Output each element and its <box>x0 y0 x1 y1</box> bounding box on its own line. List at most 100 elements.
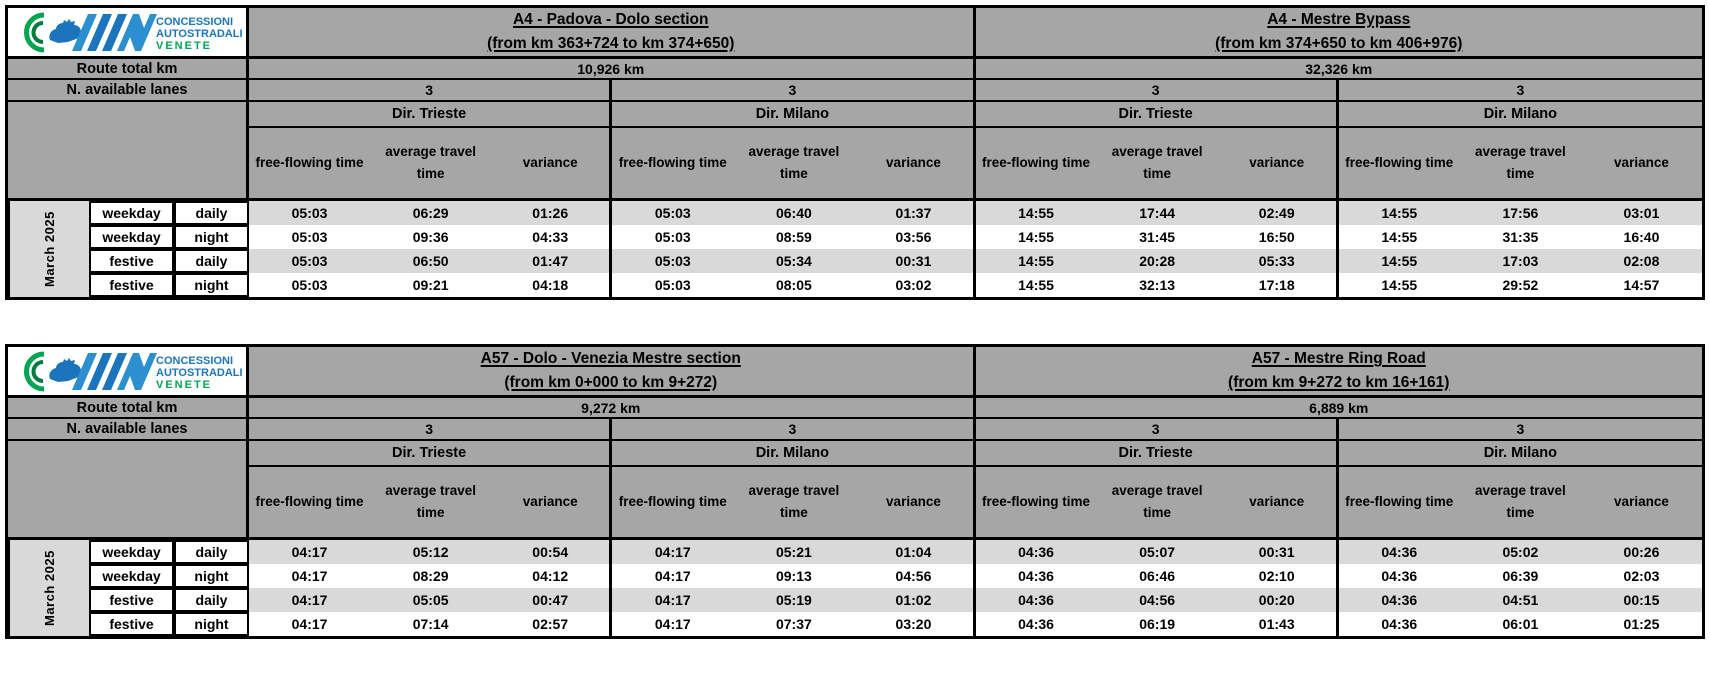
travel-time-value: 02:03 <box>1580 564 1702 588</box>
section-subtitle-text: (from km 9+272 to km 16+161) <box>1228 373 1450 391</box>
direction-header-milano: Dir. Milano <box>1338 102 1702 128</box>
travel-time-value: 04:17 <box>249 588 371 612</box>
period-label: daily <box>174 249 249 273</box>
section-title-a4-mestre-bypass: A4 - Mestre Bypass (from km 374+650 to k… <box>975 8 1702 59</box>
travel-time-value: 06:46 <box>1096 564 1218 588</box>
day-type-label: weekday <box>89 540 174 564</box>
travel-time-value: 05:03 <box>249 225 371 249</box>
travel-time-value: 05:33 <box>1217 249 1339 273</box>
section-subtitle-text: (from km 374+650 to km 406+976) <box>1215 34 1463 52</box>
logo-arc-outer <box>24 351 45 391</box>
route-total-km-value: 9,272 km <box>249 398 976 419</box>
travel-time-value: 01:02 <box>854 588 976 612</box>
travel-time-value: 03:01 <box>1580 201 1702 225</box>
logo-stripe-1 <box>72 13 97 51</box>
col-header-average-travel: average travel time <box>370 128 492 201</box>
lanes-value: 3 <box>1338 80 1702 102</box>
travel-time-value: 06:19 <box>1096 612 1218 636</box>
travel-time-value: 16:50 <box>1217 225 1339 249</box>
travel-time-value: 04:17 <box>249 540 371 564</box>
logo-stripe-1 <box>72 352 97 390</box>
travel-time-value: 17:18 <box>1217 273 1339 297</box>
travel-time-value: 05:03 <box>612 249 734 273</box>
empty-corner-cell <box>8 441 249 540</box>
travel-time-value: 04:36 <box>975 612 1097 636</box>
travel-time-value: 01:26 <box>491 201 613 225</box>
travel-time-value: 01:25 <box>1580 612 1702 636</box>
day-type-label: festive <box>89 588 174 612</box>
direction-header-trieste: Dir. Trieste <box>249 102 613 128</box>
page: CONCESSIONI AUTOSTRADALI VENETE A4 - Pad… <box>5 5 1705 639</box>
travel-time-value: 07:37 <box>733 612 855 636</box>
month-label: March 2025 <box>8 540 89 636</box>
travel-time-value: 02:10 <box>1217 564 1339 588</box>
travel-time-value: 08:05 <box>733 273 855 297</box>
logo-text-line3: VENETE <box>156 379 212 391</box>
period-label: daily <box>174 588 249 612</box>
logo-stripe-4 <box>117 352 157 390</box>
section-title-text: A4 - Padova - Dolo section <box>512 11 709 29</box>
col-header-variance: variance <box>491 128 613 201</box>
travel-time-value: 04:17 <box>612 612 734 636</box>
travel-time-value: 07:14 <box>370 612 492 636</box>
travel-time-value: 04:36 <box>975 588 1097 612</box>
travel-time-value: 31:45 <box>1096 225 1218 249</box>
direction-header-trieste: Dir. Trieste <box>975 102 1339 128</box>
travel-time-value: 32:13 <box>1096 273 1218 297</box>
travel-time-value: 14:55 <box>1338 225 1460 249</box>
travel-time-value: 05:12 <box>370 540 492 564</box>
travel-time-value: 05:03 <box>249 273 371 297</box>
col-header-free-flowing: free-flowing time <box>1338 467 1460 540</box>
day-type-label: weekday <box>89 201 174 225</box>
col-header-variance: variance <box>1580 128 1702 201</box>
period-label: daily <box>174 540 249 564</box>
logo-arc-outer <box>24 12 45 52</box>
col-header-average-travel: average travel time <box>1096 467 1218 540</box>
travel-time-value: 14:55 <box>975 225 1097 249</box>
direction-header-trieste: Dir. Trieste <box>249 441 613 467</box>
direction-header-milano: Dir. Milano <box>612 441 976 467</box>
travel-time-value: 06:40 <box>733 201 855 225</box>
travel-time-value: 04:12 <box>491 564 613 588</box>
travel-time-value: 01:47 <box>491 249 613 273</box>
period-label: daily <box>174 201 249 225</box>
logo-arc-inner <box>31 20 44 44</box>
travel-time-value: 06:01 <box>1459 612 1581 636</box>
travel-time-value: 04:17 <box>612 564 734 588</box>
route-total-km-value: 32,326 km <box>975 59 1702 80</box>
col-header-average-travel: average travel time <box>1459 128 1581 201</box>
travel-time-value: 05:07 <box>1096 540 1218 564</box>
travel-time-value: 05:02 <box>1459 540 1581 564</box>
col-header-free-flowing: free-flowing time <box>612 467 734 540</box>
travel-time-value: 01:43 <box>1217 612 1339 636</box>
col-header-free-flowing: free-flowing time <box>612 128 734 201</box>
logo-text-line2: AUTOSTRADALI <box>156 367 243 379</box>
travel-time-value: 04:17 <box>612 540 734 564</box>
day-type-label: festive <box>89 273 174 297</box>
route-total-km-value: 6,889 km <box>975 398 1702 419</box>
travel-time-value: 00:31 <box>1217 540 1339 564</box>
travel-time-value: 06:39 <box>1459 564 1581 588</box>
travel-time-value: 04:36 <box>1338 588 1460 612</box>
travel-time-value: 04:56 <box>1096 588 1218 612</box>
logo-stripe-2 <box>87 352 112 390</box>
lion-icon <box>49 357 81 382</box>
travel-time-value: 05:03 <box>249 201 371 225</box>
travel-time-value: 09:21 <box>370 273 492 297</box>
travel-time-value: 03:20 <box>854 612 976 636</box>
logo-text-line2: AUTOSTRADALI <box>156 28 243 40</box>
travel-time-value: 04:36 <box>1338 540 1460 564</box>
travel-time-value: 04:36 <box>1338 612 1460 636</box>
travel-time-value: 04:51 <box>1459 588 1581 612</box>
col-header-average-travel: average travel time <box>733 467 855 540</box>
travel-time-value: 03:02 <box>854 273 976 297</box>
col-header-average-travel: average travel time <box>1096 128 1218 201</box>
travel-time-value: 14:55 <box>975 249 1097 273</box>
travel-time-value: 08:29 <box>370 564 492 588</box>
lanes-value: 3 <box>1338 419 1702 441</box>
travel-time-value: 17:03 <box>1459 249 1581 273</box>
travel-times-table-a57: CONCESSIONI AUTOSTRADALI VENETE A57 - Do… <box>5 344 1705 639</box>
travel-time-value: 01:37 <box>854 201 976 225</box>
travel-time-value: 14:55 <box>1338 273 1460 297</box>
travel-time-value: 04:33 <box>491 225 613 249</box>
